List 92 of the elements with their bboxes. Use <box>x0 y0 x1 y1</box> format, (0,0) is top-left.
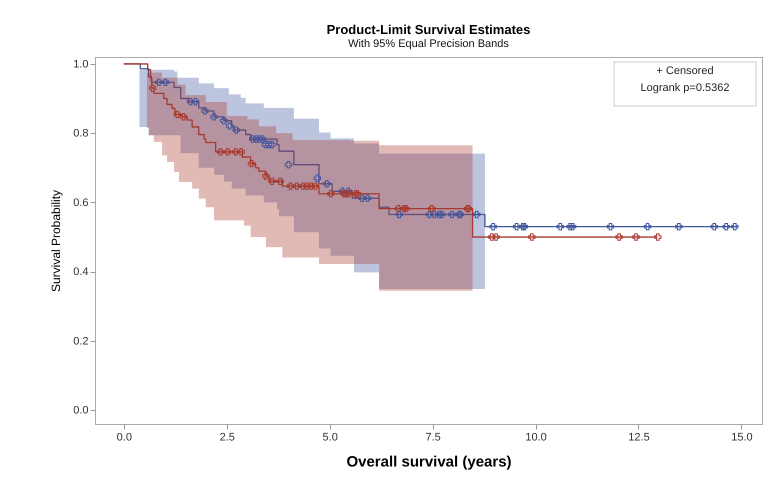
point <box>174 110 182 118</box>
point <box>492 233 500 241</box>
point <box>394 204 402 212</box>
point <box>186 98 194 106</box>
point <box>528 233 536 241</box>
point <box>488 233 496 241</box>
point <box>606 222 614 230</box>
point <box>731 222 738 230</box>
x-tick-label: 7.5 <box>425 432 441 444</box>
point <box>307 182 315 190</box>
chart-subtitle: With 95% Equal Precision Bands <box>348 38 510 50</box>
point <box>265 140 272 148</box>
point <box>364 194 372 202</box>
x-axis-title: Overall survival (years) <box>346 454 512 470</box>
point <box>722 222 730 230</box>
x-tick-label: 10.0 <box>525 432 547 444</box>
point <box>568 222 576 230</box>
point <box>293 182 300 190</box>
point <box>192 98 200 106</box>
point <box>710 222 718 230</box>
point <box>226 122 234 130</box>
point <box>216 148 224 156</box>
point <box>232 148 240 156</box>
point <box>249 135 256 143</box>
point <box>312 182 319 190</box>
point <box>180 113 188 121</box>
point <box>438 210 446 218</box>
point <box>268 140 276 148</box>
point <box>276 178 284 185</box>
point <box>632 233 640 241</box>
annotation: Logrank p=0.5362 <box>640 82 730 94</box>
point <box>327 190 335 198</box>
y-tick-label: 0.2 <box>73 335 88 348</box>
point <box>402 204 410 212</box>
point <box>256 135 264 143</box>
y-tick-label: 1.0 <box>73 58 88 70</box>
point <box>644 222 652 230</box>
point <box>400 204 408 212</box>
point <box>238 148 245 156</box>
point <box>262 140 270 148</box>
y-tick-label: 0.6 <box>73 196 88 209</box>
point <box>299 182 307 190</box>
x-tick-label: 15.0 <box>731 432 753 444</box>
y-axis-title: Survival Probability <box>49 190 64 292</box>
point <box>358 194 366 202</box>
x-tick-label: 5.0 <box>322 432 338 444</box>
point <box>262 172 270 180</box>
y-tick-label: 0.4 <box>73 266 88 278</box>
annotation: + Censored <box>656 65 714 77</box>
y-tick-label: 0.8 <box>73 128 88 140</box>
y-tick-label: 0.0 <box>73 404 88 417</box>
point <box>428 204 436 212</box>
point <box>224 148 232 156</box>
point <box>252 135 260 143</box>
point <box>155 78 162 86</box>
point <box>286 182 294 190</box>
point <box>396 210 403 218</box>
point <box>436 210 443 218</box>
point <box>268 178 276 185</box>
point <box>338 188 346 195</box>
point <box>354 190 361 198</box>
point <box>314 174 321 182</box>
point <box>344 190 352 198</box>
point <box>448 210 456 218</box>
point <box>512 222 520 230</box>
point <box>489 222 497 230</box>
point <box>473 210 480 218</box>
point <box>430 210 438 218</box>
x-tick-label: 2.5 <box>220 432 235 444</box>
point <box>352 190 360 198</box>
point <box>323 180 330 188</box>
point <box>148 84 156 92</box>
point <box>519 222 526 230</box>
point <box>654 233 662 241</box>
point <box>615 233 623 241</box>
point <box>566 222 574 230</box>
point <box>303 182 311 190</box>
point <box>248 160 256 168</box>
point <box>201 107 209 115</box>
point <box>232 126 240 134</box>
point <box>675 222 682 230</box>
chart-title: Product-Limit Survival Estimates <box>326 22 530 37</box>
point <box>258 135 266 143</box>
point <box>556 222 564 230</box>
point <box>284 161 292 168</box>
x-tick-label: 0.0 <box>116 432 132 444</box>
x-tick-label: 12.5 <box>628 432 650 444</box>
point <box>210 113 218 121</box>
point <box>520 222 528 230</box>
point <box>426 210 433 218</box>
point <box>162 78 170 86</box>
point <box>220 117 228 124</box>
